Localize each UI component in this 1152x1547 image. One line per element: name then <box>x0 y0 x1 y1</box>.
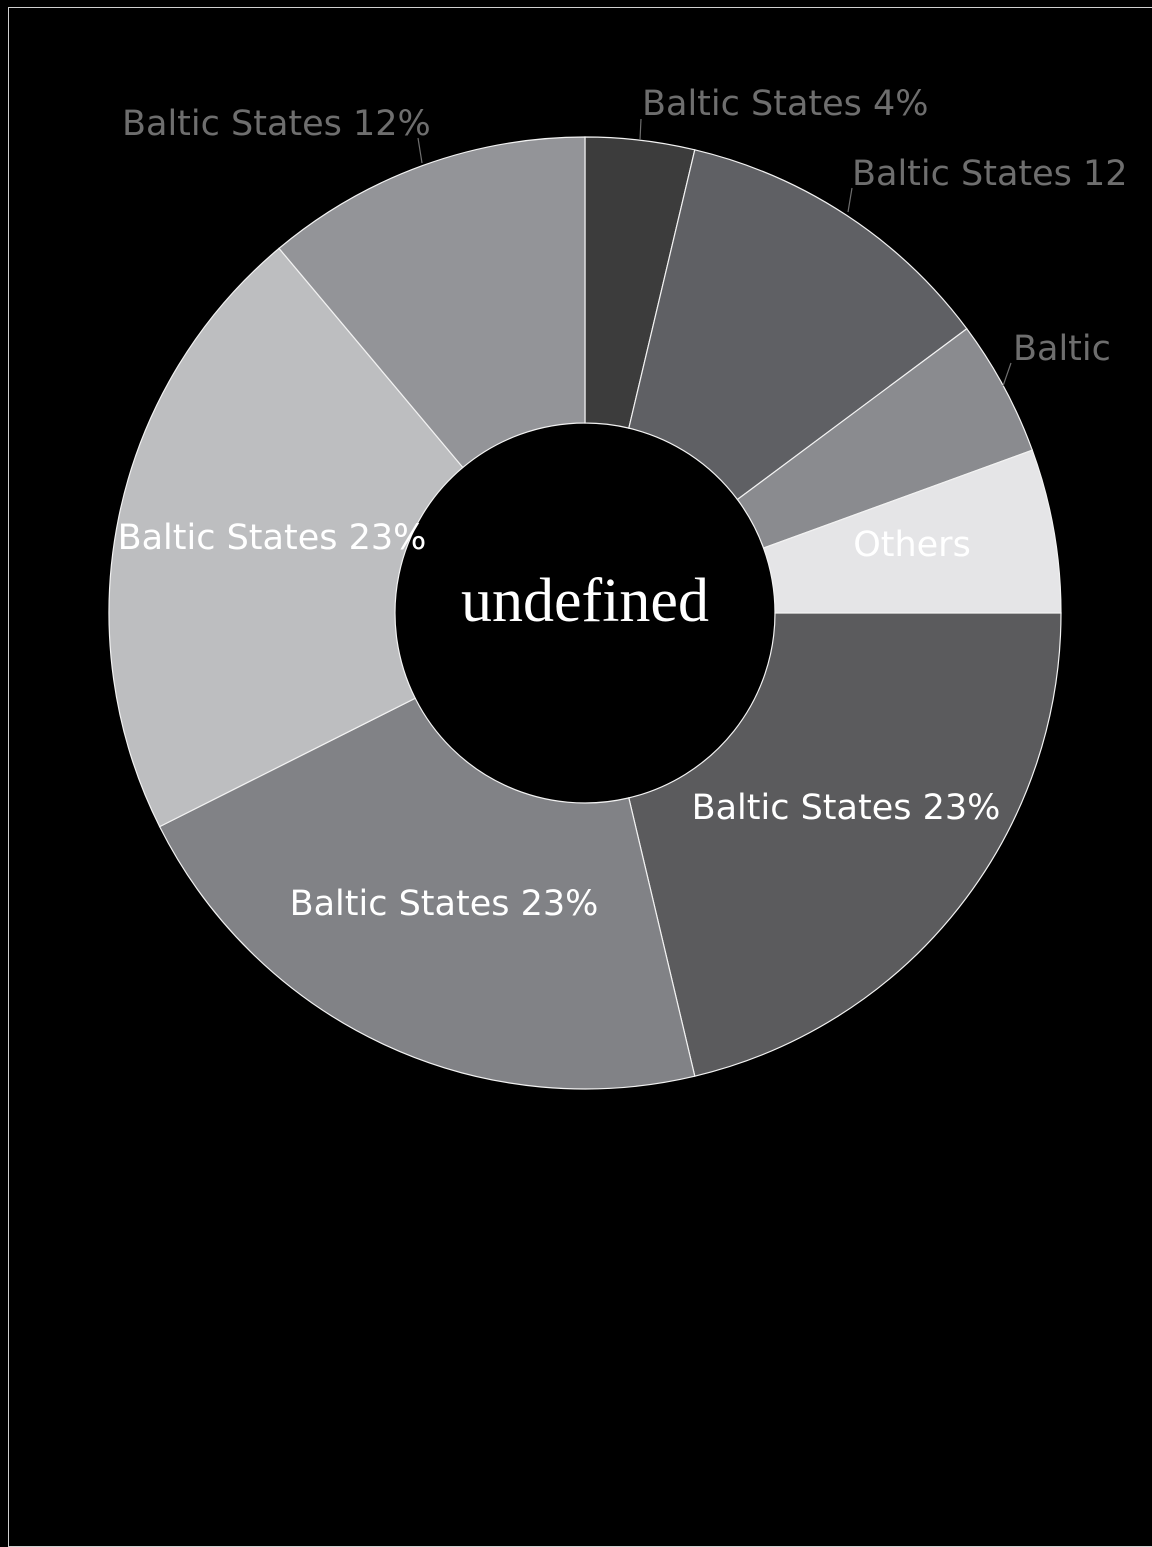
slice-label-7: Baltic States 12% <box>122 104 431 144</box>
slice-label-5: Baltic States 23% <box>290 884 599 924</box>
donut-slice-1 <box>628 149 968 501</box>
donut-slice-7 <box>278 136 586 469</box>
donut-slice-5 <box>158 697 696 1090</box>
donut-slice-4 <box>628 612 1062 1077</box>
slice-label-4: Baltic States 23% <box>692 788 1001 828</box>
slice-label-2: Baltic <box>1013 329 1111 369</box>
leader-line-2 <box>1002 362 1012 387</box>
slice-label-3: Others <box>853 525 971 565</box>
leader-line-0 <box>639 118 642 141</box>
leader-lines <box>417 118 1012 387</box>
slice-labels: Baltic States 4% Baltic States 12 Baltic Ot… <box>118 84 1128 924</box>
slice-label-0: Baltic States 4% <box>642 84 929 124</box>
leader-line-7 <box>417 137 423 164</box>
slice-label-1: Baltic States 12 <box>852 154 1128 194</box>
donut-slice-6 <box>108 247 464 828</box>
leader-line-1 <box>847 187 853 213</box>
slice-label-6: Baltic States 23% <box>118 518 427 558</box>
center-label: undefined <box>461 567 709 635</box>
slices-group <box>108 136 1062 1090</box>
